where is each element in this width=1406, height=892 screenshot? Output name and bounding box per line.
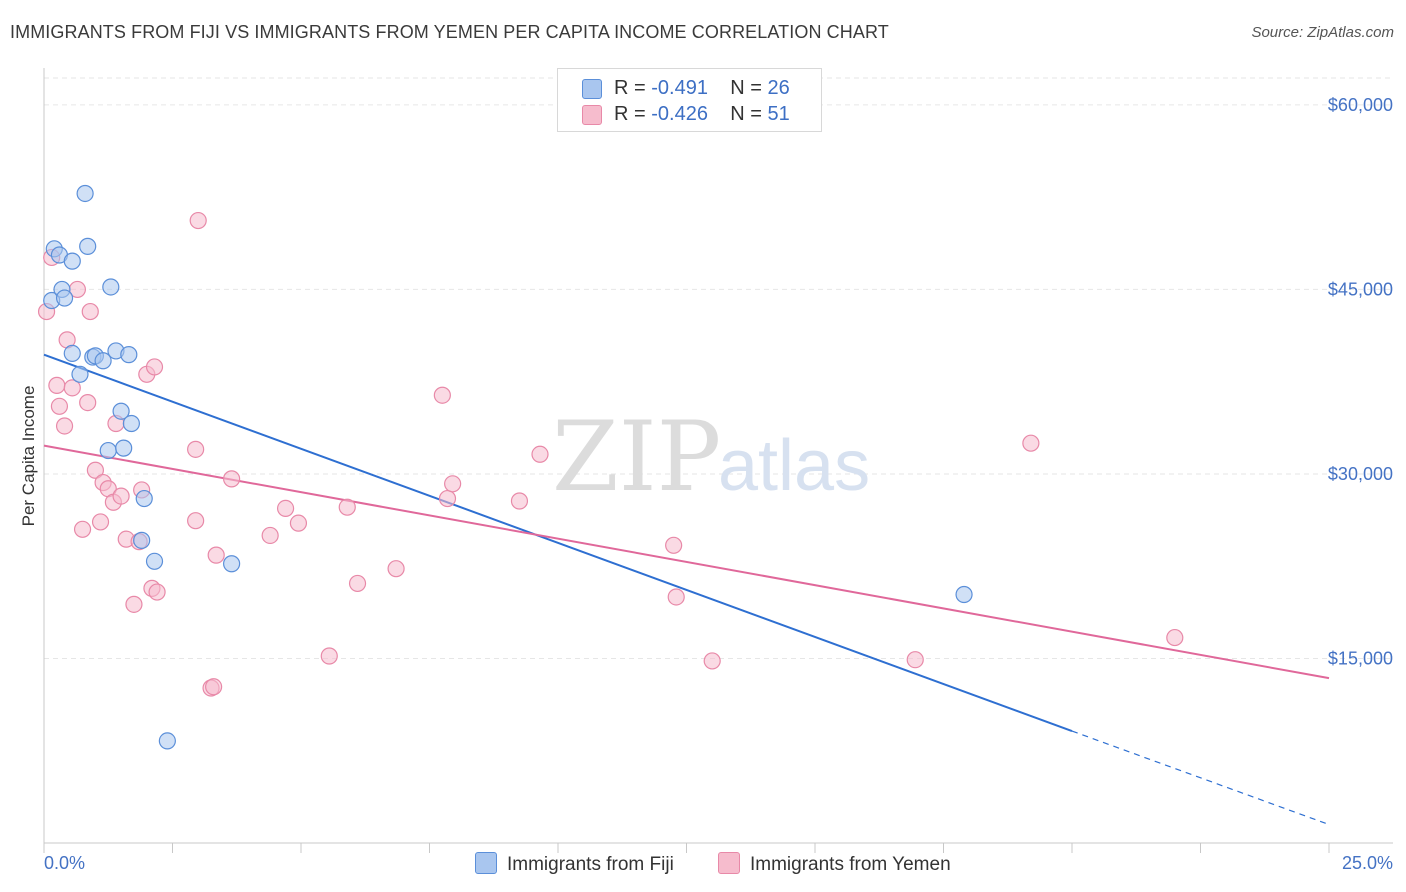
data-point-yemen bbox=[320, 647, 338, 665]
data-point-yemen bbox=[73, 520, 92, 538]
bottom-legend-swatch-fiji bbox=[475, 852, 497, 874]
data-point-fiji bbox=[223, 555, 241, 573]
data-point-yemen bbox=[261, 526, 279, 545]
y-tick-label: $45,000 bbox=[1328, 279, 1393, 299]
data-point-yemen bbox=[667, 588, 685, 606]
data-point-yemen bbox=[205, 678, 223, 696]
legend-yemen-n-label: N = bbox=[730, 103, 762, 125]
point-layer bbox=[37, 184, 1184, 750]
legend-fiji-n-value: 26 bbox=[767, 77, 790, 99]
data-point-yemen bbox=[438, 489, 457, 508]
bottom-legend-yemen: Immigrants from Yemen bbox=[718, 852, 951, 876]
y-tick-label: $60,000 bbox=[1328, 95, 1393, 115]
data-point-fiji bbox=[145, 552, 164, 570]
bottom-legend-label-fiji: Immigrants from Fiji bbox=[507, 854, 674, 875]
bottom-legend-label-yemen: Immigrants from Yemen bbox=[750, 854, 951, 875]
data-point-yemen bbox=[187, 512, 205, 530]
legend-fiji-r-value: -0.491 bbox=[651, 77, 708, 99]
data-point-fiji bbox=[158, 732, 176, 750]
legend-yemen-r-label: R = bbox=[614, 103, 646, 125]
y-tick-label: $30,000 bbox=[1328, 464, 1393, 484]
data-point-fiji bbox=[102, 278, 120, 296]
x-tick-label-max: 25.0% bbox=[1342, 853, 1393, 873]
legend-yemen-n-value: 51 bbox=[767, 103, 790, 125]
legend-yemen-r-value: -0.426 bbox=[651, 103, 708, 125]
legend-fiji-r-label: R = bbox=[614, 77, 646, 99]
data-point-fiji bbox=[94, 352, 112, 370]
data-point-fiji bbox=[135, 489, 153, 508]
data-point-fiji bbox=[63, 252, 81, 270]
legend-swatch-fiji bbox=[582, 79, 602, 99]
data-point-yemen bbox=[1166, 628, 1184, 647]
data-point-yemen bbox=[148, 583, 166, 601]
data-point-yemen bbox=[348, 574, 367, 593]
data-point-fiji bbox=[120, 346, 138, 364]
data-point-yemen bbox=[81, 302, 99, 321]
data-point-yemen bbox=[223, 470, 241, 488]
data-point-fiji bbox=[955, 585, 973, 604]
trend-line-fiji bbox=[43, 353, 1073, 732]
data-point-fiji bbox=[71, 365, 89, 383]
data-point-yemen bbox=[145, 358, 164, 376]
data-point-fiji bbox=[112, 402, 130, 420]
data-point-yemen bbox=[48, 376, 66, 394]
source-label: Source: ZipAtlas.com bbox=[1251, 24, 1394, 41]
data-point-yemen bbox=[50, 397, 69, 415]
data-point-yemen bbox=[387, 560, 405, 578]
data-point-fiji bbox=[122, 414, 140, 433]
data-point-yemen bbox=[112, 487, 130, 505]
data-point-fiji bbox=[115, 439, 133, 457]
watermark-zip: ZIP bbox=[552, 401, 721, 513]
legend-swatch-yemen bbox=[582, 105, 602, 125]
grid-layer bbox=[44, 77, 1393, 659]
bottom-legend-fiji: Immigrants from Fiji bbox=[475, 852, 674, 876]
data-point-yemen bbox=[289, 514, 308, 532]
data-point-fiji bbox=[133, 531, 151, 549]
trend-line-yemen bbox=[43, 444, 1330, 680]
data-point-fiji bbox=[63, 344, 81, 362]
y-tick-label: $15,000 bbox=[1328, 648, 1393, 668]
data-point-yemen bbox=[207, 546, 225, 564]
trend-line-extension-fiji bbox=[1071, 730, 1330, 826]
data-point-fiji bbox=[99, 441, 117, 460]
correlation-legend: R = -0.491 N = 26 R = -0.426 N = 51 bbox=[557, 68, 822, 132]
data-point-yemen bbox=[906, 651, 924, 669]
watermark-atlas: atlas bbox=[718, 426, 870, 506]
data-point-yemen bbox=[91, 513, 110, 531]
axis-layer: $15,000 $30,000 $45,000 $60,000 bbox=[43, 68, 1393, 853]
data-point-yemen bbox=[433, 386, 451, 404]
data-point-yemen bbox=[125, 595, 143, 613]
y-axis-label: Per Capita Income bbox=[19, 386, 38, 527]
bottom-legend-swatch-yemen bbox=[718, 852, 740, 874]
data-point-yemen bbox=[187, 440, 205, 458]
trend-layer bbox=[43, 353, 1330, 826]
legend-fiji-n-label: N = bbox=[730, 77, 762, 99]
chart-title: IMMIGRANTS FROM FIJI VS IMMIGRANTS FROM … bbox=[10, 22, 889, 42]
data-point-yemen bbox=[86, 461, 105, 479]
x-tick-label-min: 0.0% bbox=[44, 853, 85, 873]
data-point-yemen bbox=[703, 652, 721, 670]
data-point-yemen bbox=[276, 499, 295, 517]
data-point-yemen bbox=[55, 417, 74, 435]
data-point-yemen bbox=[665, 536, 683, 554]
data-point-yemen bbox=[444, 475, 462, 493]
data-point-fiji bbox=[55, 289, 74, 307]
data-point-yemen bbox=[531, 445, 549, 463]
data-point-yemen bbox=[79, 394, 97, 412]
data-point-fiji bbox=[79, 237, 97, 255]
data-point-yemen bbox=[510, 492, 529, 510]
data-point-yemen bbox=[189, 211, 207, 230]
data-point-yemen bbox=[338, 498, 356, 516]
data-point-fiji bbox=[76, 184, 94, 203]
data-point-yemen bbox=[63, 379, 81, 397]
data-point-yemen bbox=[1022, 434, 1040, 452]
